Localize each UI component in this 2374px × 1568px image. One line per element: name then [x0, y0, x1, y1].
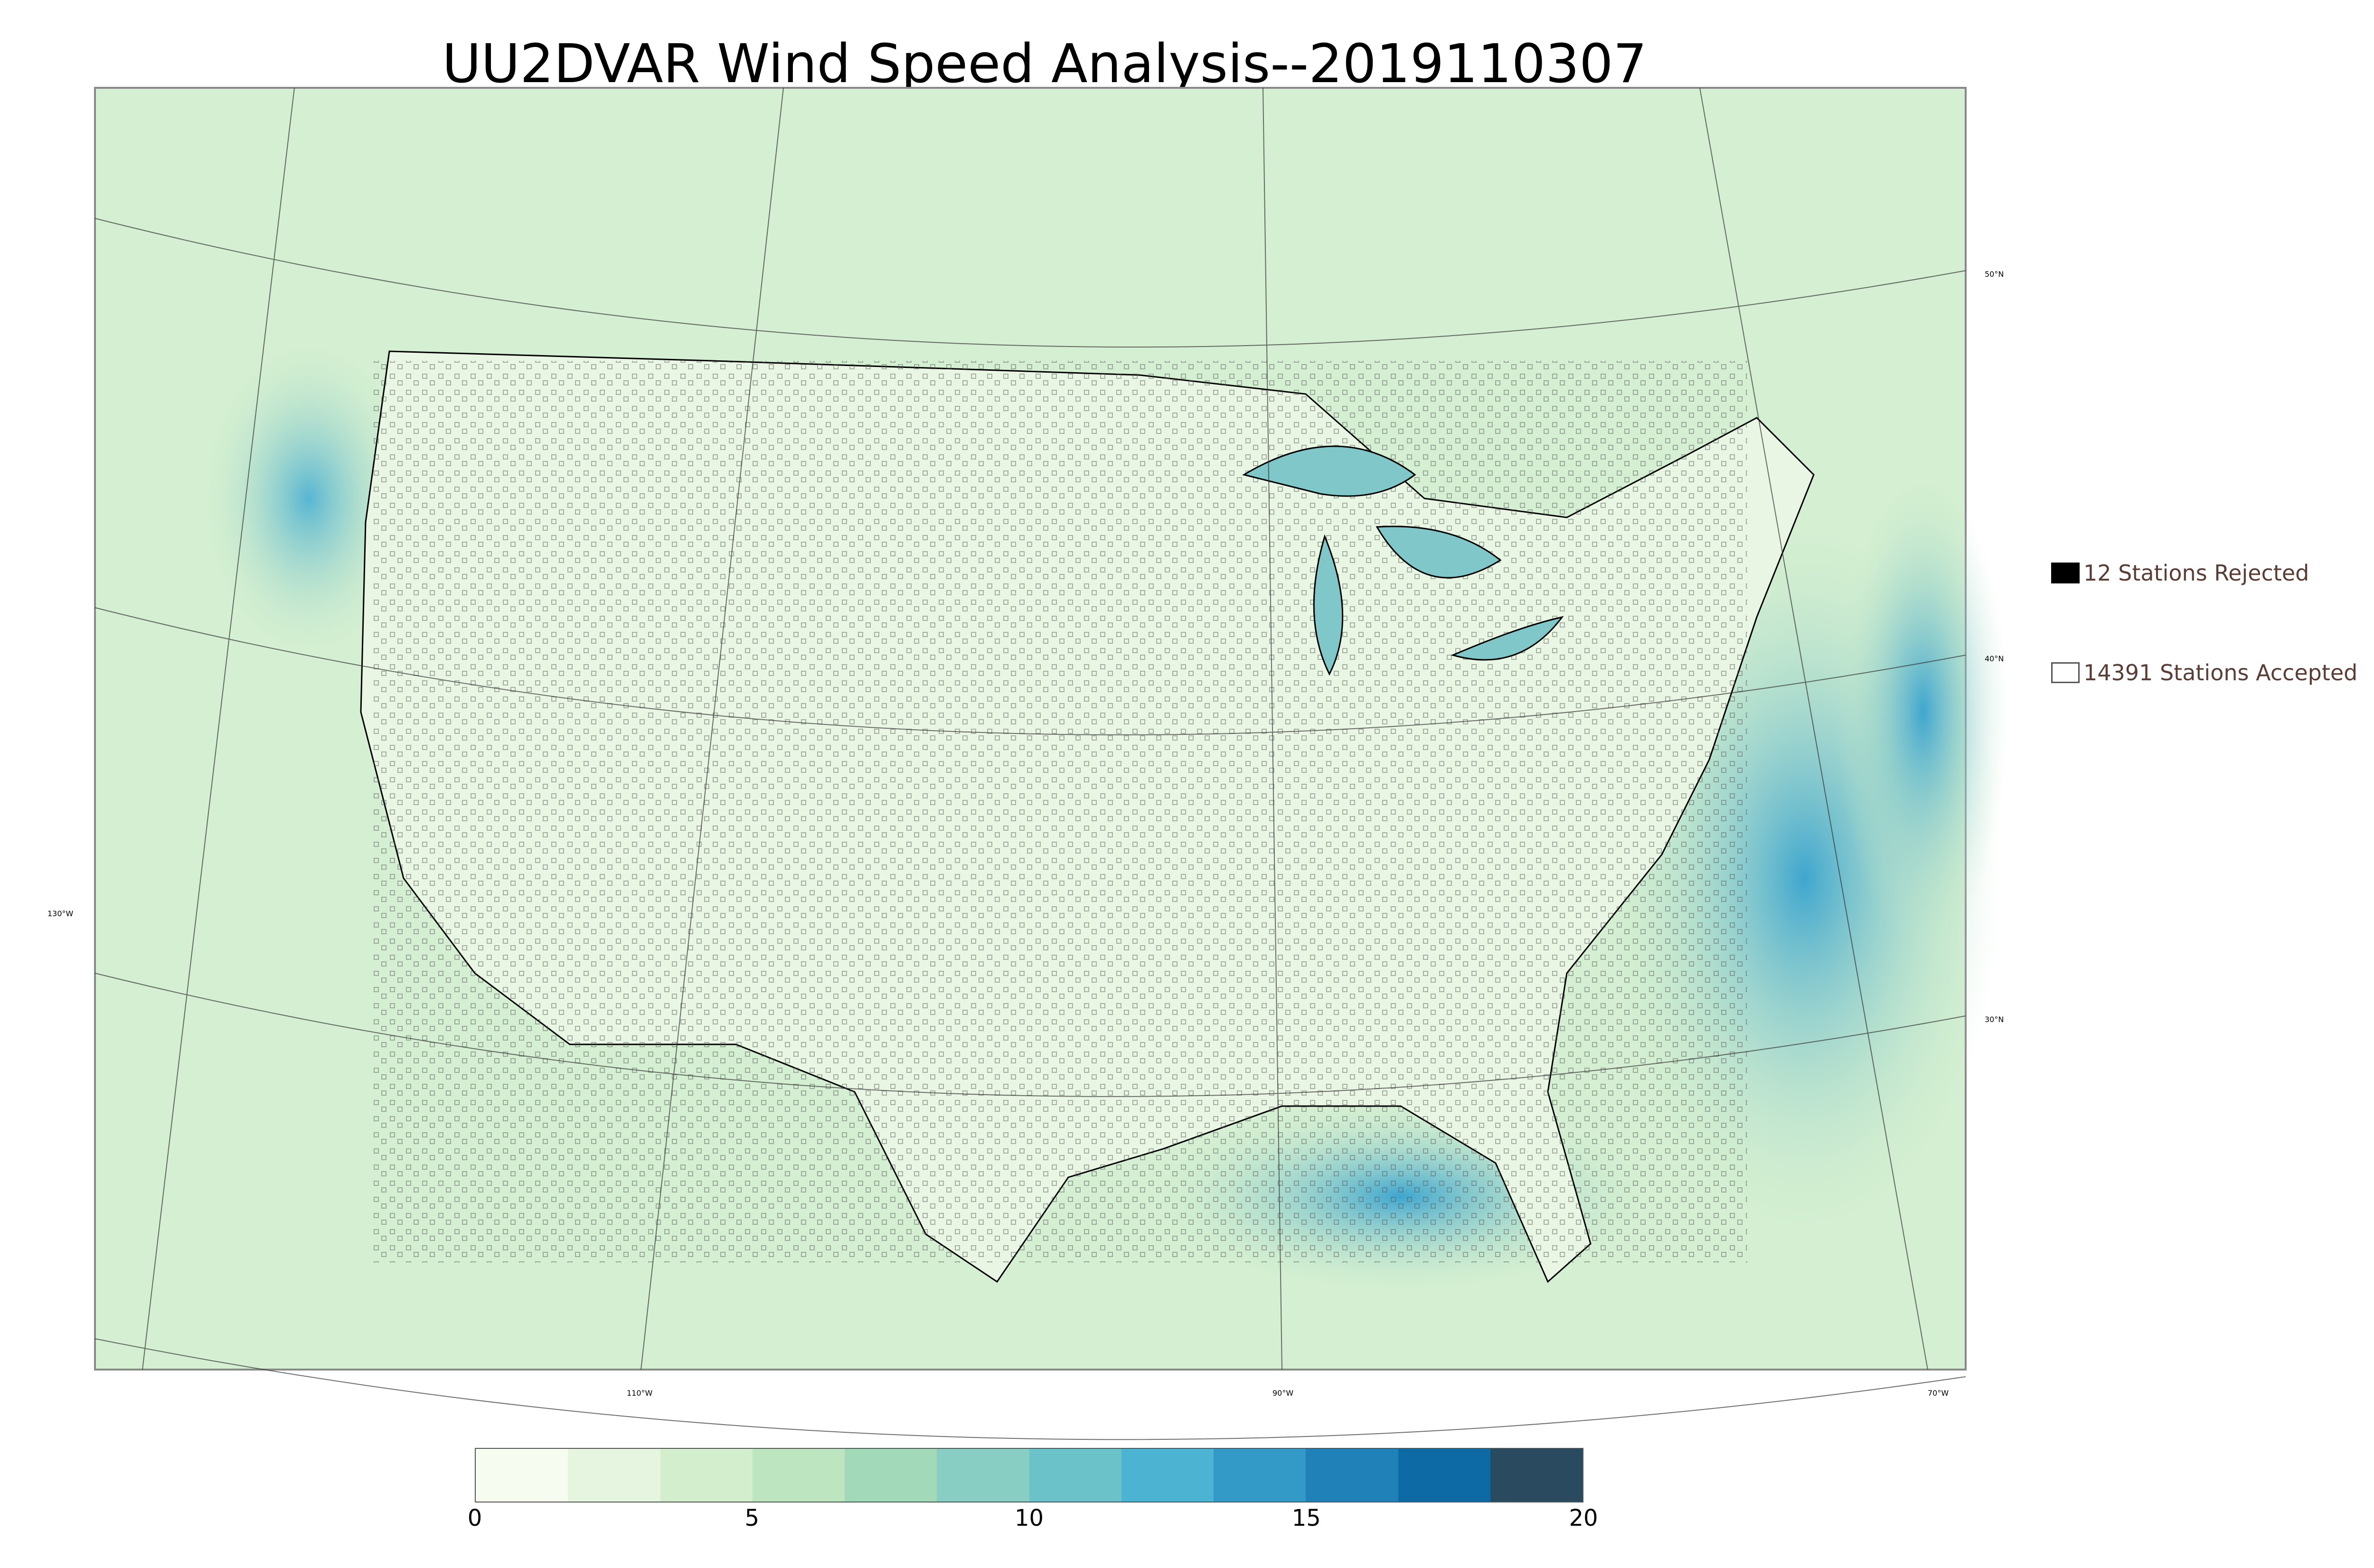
lon-label-130: 130°W [47, 909, 74, 918]
colorbar-segment [1398, 1449, 1490, 1502]
accepted-swatch [2051, 662, 2080, 683]
pacific-wind-patch [204, 342, 413, 655]
colorbar-segment [845, 1449, 937, 1502]
colorbar-tick-label: 0 [467, 1505, 482, 1531]
lat-label-30: 30°N [1985, 1015, 2004, 1024]
colorbar-segment [1214, 1449, 1306, 1502]
lon-label-90: 90°W [1272, 1389, 1294, 1398]
atlantic-wind-patch-2 [1837, 475, 2008, 949]
great-lakes [1242, 445, 1564, 676]
lat-label-50: 50°N [1985, 270, 2004, 279]
colorbar-segment [1029, 1449, 1121, 1502]
colorbar [475, 1448, 1583, 1502]
colorbar-tick-label: 20 [1569, 1505, 1598, 1531]
colorbar-segment [476, 1449, 568, 1502]
colorbar-segment [1306, 1449, 1398, 1502]
page-title: UU2DVAR Wind Speed Analysis--2019110307 [442, 33, 1647, 95]
lat-label-40: 40°N [1985, 654, 2004, 663]
colorbar-tick-label: 15 [1291, 1505, 1321, 1531]
colorbar-segment [660, 1449, 753, 1502]
colorbar-ticks: 0 5 10 15 20 [468, 1505, 1598, 1533]
graticule [94, 87, 1966, 1440]
colorbar-tick-label: 10 [1014, 1505, 1044, 1531]
lon-label-70: 70°W [1928, 1389, 1949, 1398]
rejected-swatch [2051, 563, 2080, 583]
colorbar-segment [1490, 1449, 1583, 1502]
colorbar-segment [1121, 1449, 1214, 1502]
colorbar-segment [568, 1449, 660, 1502]
legend-rejected-label: 12 Stations Rejected [2083, 560, 2309, 586]
colorbar-segment [752, 1449, 845, 1502]
lon-label-110: 110°W [627, 1389, 653, 1398]
legend-rejected: 12 Stations Rejected [2051, 560, 2309, 586]
legend-accepted: 14391 Stations Accepted [2051, 660, 2357, 685]
colorbar-segment [937, 1449, 1029, 1502]
station-markers [370, 361, 1747, 1263]
colorbar-tick-label: 5 [744, 1505, 760, 1531]
legend-accepted-label: 14391 Stations Accepted [2083, 660, 2358, 685]
